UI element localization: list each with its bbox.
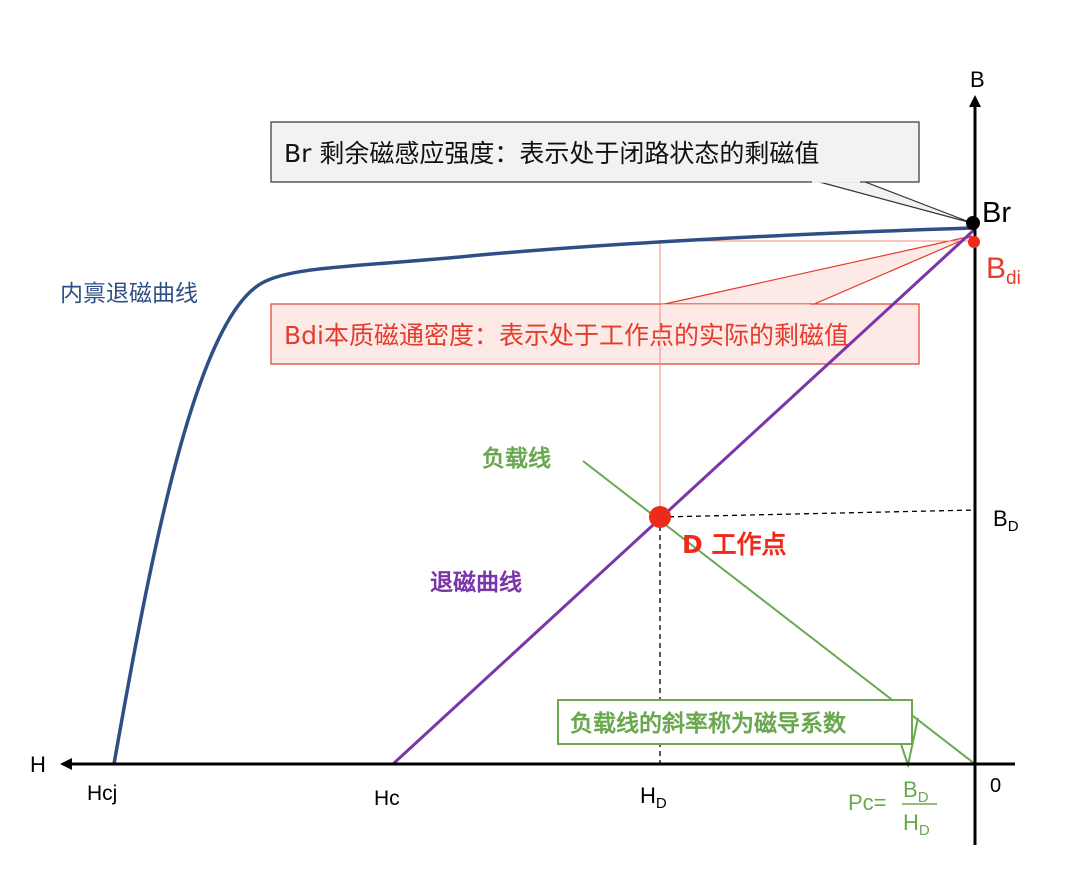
load-line-label: 负载线 xyxy=(482,445,551,472)
bdi-label: Bdi xyxy=(986,252,1021,289)
demag-curve-label: 退磁曲线 xyxy=(430,569,522,596)
intrinsic-demag-curve xyxy=(112,226,973,765)
bd-label: BD xyxy=(993,506,1019,535)
formula-numerator: BD xyxy=(903,777,929,806)
br-callout-pointer xyxy=(811,179,973,224)
permeance-formula: Pc= BD HD xyxy=(848,777,937,839)
hc-label: Hc xyxy=(374,787,400,810)
br-label: Br xyxy=(982,197,1011,229)
h-axis-label: H xyxy=(30,752,46,777)
bdi-callout-box xyxy=(270,303,920,365)
hcj-label: Hcj xyxy=(87,782,117,805)
br-callout: Br 剩余磁感应强度：表示处于闭路状态的剩磁值 xyxy=(270,121,973,224)
br-callout-text: Br 剩余磁感应强度：表示处于闭路状态的剩磁值 xyxy=(284,139,819,168)
bdi-callout: Bdi本质磁通密度：表示处于工作点的实际的剩磁值 xyxy=(270,235,973,365)
br-point xyxy=(966,216,980,230)
formula-denominator: HD xyxy=(903,810,930,839)
bdi-point xyxy=(968,236,980,248)
slope-callout-box xyxy=(557,699,913,745)
bdi-callout-pointer xyxy=(659,235,973,306)
working-point-label: D 工作点 xyxy=(682,530,786,559)
intrinsic-curve-label: 内禀退磁曲线 xyxy=(60,281,198,307)
br-callout-box xyxy=(270,121,920,183)
bd-projection-line xyxy=(659,509,976,518)
origin-label: 0 xyxy=(990,775,1001,797)
demag-curve xyxy=(391,227,977,766)
hd-label: HD xyxy=(640,783,667,812)
working-point-d xyxy=(649,506,671,528)
slope-callout-text: 负载线的斜率称为磁导系数 xyxy=(570,710,847,737)
bdi-callout-text: Bdi本质磁通密度：表示处于工作点的实际的剩磁值 xyxy=(284,321,849,350)
formula-prefix: Pc= xyxy=(848,790,887,815)
slope-callout: 负载线的斜率称为磁导系数 xyxy=(557,699,919,769)
b-axis-label: B xyxy=(970,67,985,92)
